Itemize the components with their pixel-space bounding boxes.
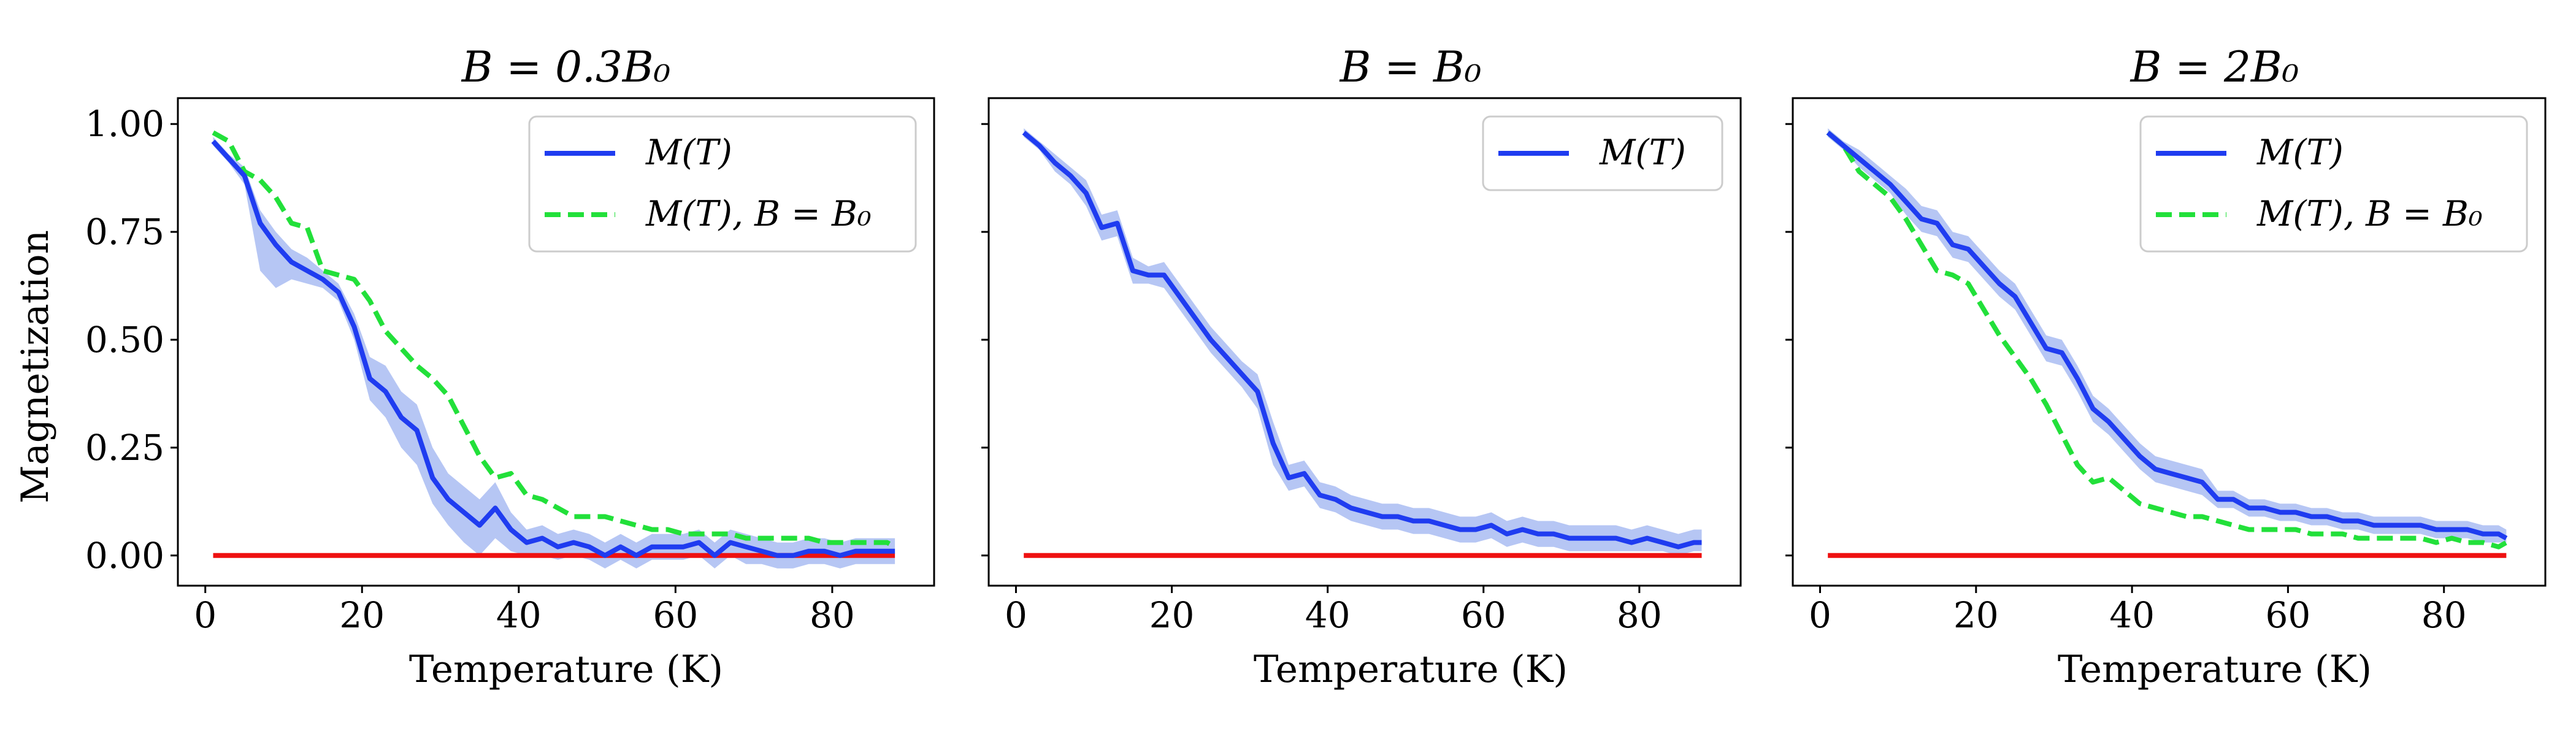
- panel-3-mt-reference-dashed-line: [1826, 131, 2508, 549]
- x-tick-label: 60: [2265, 594, 2310, 636]
- legend-label: M(T): [2256, 132, 2344, 173]
- panel-3-uncertainty-band: [1828, 128, 2507, 543]
- x-tick-label: 60: [1461, 594, 1506, 636]
- panel-1-mt-line: [211, 139, 895, 558]
- x-tick-label: 40: [496, 594, 542, 636]
- legend-label: M(T), B = B₀: [2256, 194, 2483, 234]
- x-tick-label: 20: [1953, 594, 1999, 636]
- y-tick-label: 0.75: [85, 211, 164, 253]
- y-axis-label: Magnetization: [13, 230, 57, 504]
- panel-3-mt-line: [1826, 131, 2508, 541]
- panel-2-uncertainty-band: [1024, 128, 1702, 556]
- x-tick-label: 60: [653, 594, 698, 636]
- panel-2-axes: 0 20 40 60 80 M(T): [981, 97, 1742, 636]
- panel-2-legend: M(T): [1482, 115, 1723, 191]
- panel-1-x-axis-label: Temperature (K): [409, 648, 723, 691]
- panel-2: B = B₀ 0 20 40 60 80 M(T) Temperature (K): [981, 43, 1742, 691]
- panel-3-title: B = 2B₀: [2129, 43, 2299, 92]
- legend-box: [1482, 115, 1723, 191]
- y-tick-label: 0.00: [85, 535, 164, 576]
- panel-1-axes: 0 20 40 60 80 0.00 0.25 0.50 0.75 1.00 M(T) M(T), B…: [85, 97, 935, 636]
- panel-1-frame: [177, 97, 935, 587]
- panel-1-legend: M(T) M(T), B = B₀: [528, 115, 917, 253]
- panel-1-title: B = 0.3B₀: [461, 43, 671, 92]
- x-tick-label: 80: [2421, 594, 2467, 636]
- x-tick-label: 0: [1809, 594, 1831, 636]
- panel-2-title: B = B₀: [1339, 43, 1482, 92]
- x-tick-label: 20: [1149, 594, 1195, 636]
- panel-1-mt-reference-dashed-line: [212, 130, 897, 549]
- panel-3-legend: M(T) M(T), B = B₀: [2139, 115, 2528, 253]
- x-tick-label: 0: [1005, 594, 1027, 636]
- x-tick-label: 80: [1617, 594, 1662, 636]
- y-tick-label: 0.25: [85, 427, 164, 469]
- panel-3: B = 2B₀ 0 20 40 60 80 M(T) M(T), B = B₀ Temper…: [1785, 43, 2547, 691]
- x-tick-label: 80: [810, 594, 855, 636]
- x-tick-label: 40: [1305, 594, 1351, 636]
- x-tick-label: 40: [2109, 594, 2155, 636]
- panel-2-x-axis-label: Temperature (K): [1254, 648, 1568, 691]
- legend-label: M(T): [1599, 132, 1686, 173]
- y-tick-label: 1.00: [85, 103, 164, 145]
- panel-2-mt-line: [1022, 131, 1702, 549]
- panel-3-frame: [1792, 97, 2547, 587]
- legend-label: M(T), B = B₀: [645, 194, 872, 234]
- x-tick-label: 0: [194, 594, 217, 636]
- legend-label: M(T): [645, 132, 732, 173]
- panel-2-frame: [987, 97, 1742, 587]
- y-tick-label: 0.50: [85, 319, 164, 361]
- legend-box: [2139, 115, 2528, 253]
- panel-1: B = 0.3B₀ 0 20 40 60 80 0.00 0.25 0.50 0.75 1.00 M…: [85, 43, 935, 691]
- x-tick-label: 20: [339, 594, 385, 636]
- panel-3-x-axis-label: Temperature (K): [2058, 648, 2372, 691]
- legend-box: [528, 115, 917, 253]
- panel-3-axes: 0 20 40 60 80 M(T) M(T), B = B₀: [1785, 97, 2547, 636]
